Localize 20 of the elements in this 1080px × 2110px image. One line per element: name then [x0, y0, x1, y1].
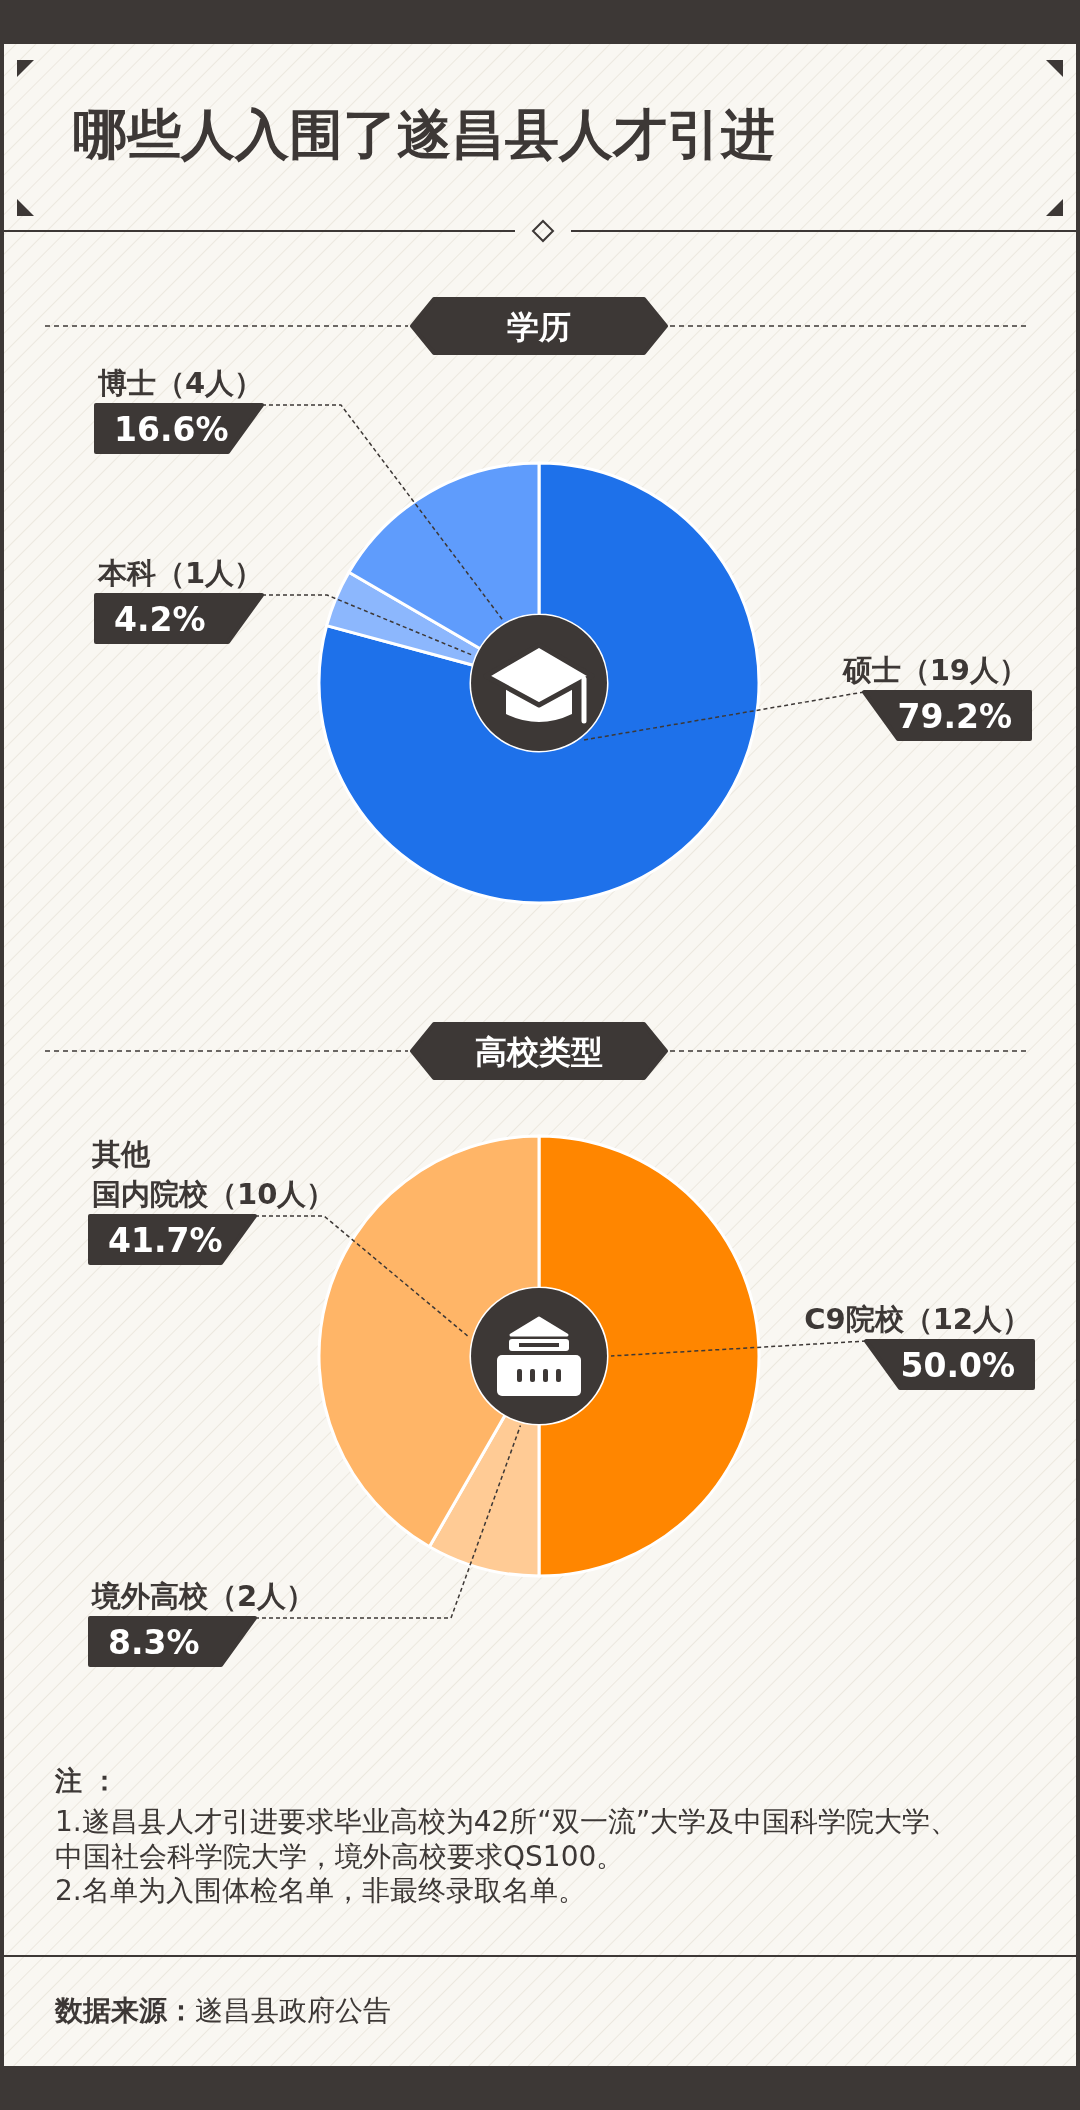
data-label: 8.3% — [108, 1622, 200, 1662]
slice-label: 硕士（19人） — [841, 653, 1028, 687]
text: 注 ： — [54, 1765, 119, 1796]
slice-label: 本科（1人） — [97, 556, 264, 590]
data-label: 41.7% — [108, 1220, 223, 1260]
text: 哪些人入围了遂昌县人才引进 — [73, 103, 775, 166]
slice-label: 其他国内院校（10人） — [91, 1137, 336, 1211]
data-label: 50.0% — [900, 1345, 1015, 1385]
slice-label: C9院校（12人） — [804, 1302, 1031, 1336]
data-label: 4.2% — [114, 599, 206, 639]
slice-label: 境外高校（2人） — [90, 1579, 316, 1613]
text: 2.名单为入围体检名单，非最终录取名单。 — [55, 1874, 586, 1907]
chart-title: 学历 — [507, 308, 571, 346]
text: 数据来源：遂昌县政府公告 — [54, 1994, 391, 2027]
donut-slice — [317, 461, 761, 905]
text: 1.遂昌县人才引进要求毕业高校为42所“双一流”大学及中国科学院大学、中国社会科学院大学，境外高校要求QS100。 — [55, 1805, 959, 1873]
data-label: 16.6% — [114, 409, 229, 449]
chart-title: 高校类型 — [475, 1033, 603, 1071]
data-label: 79.2% — [897, 696, 1012, 736]
slice-label: 博士（4人） — [97, 366, 264, 400]
